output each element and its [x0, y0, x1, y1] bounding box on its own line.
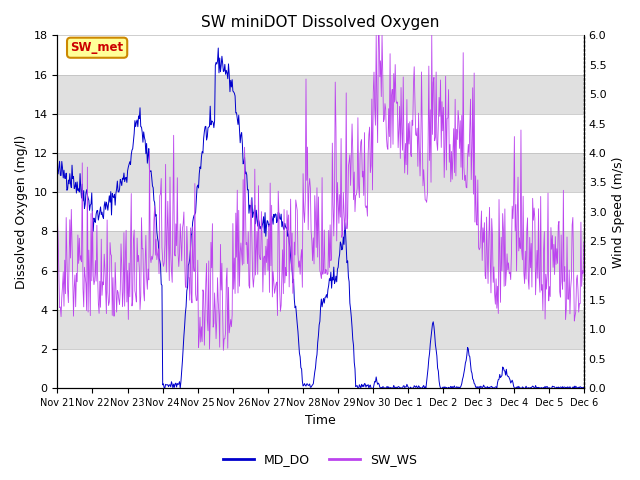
- Y-axis label: Dissolved Oxygen (mg/l): Dissolved Oxygen (mg/l): [15, 135, 28, 289]
- Bar: [58, 310, 584, 349]
- Y-axis label: Wind Speed (m/s): Wind Speed (m/s): [612, 156, 625, 267]
- X-axis label: Time: Time: [305, 414, 336, 427]
- Title: SW miniDOT Dissolved Oxygen: SW miniDOT Dissolved Oxygen: [202, 15, 440, 30]
- Bar: [58, 231, 584, 271]
- Text: SW_met: SW_met: [70, 41, 124, 54]
- Legend: MD_DO, SW_WS: MD_DO, SW_WS: [218, 448, 422, 471]
- Bar: [58, 74, 584, 114]
- Bar: [58, 153, 584, 192]
